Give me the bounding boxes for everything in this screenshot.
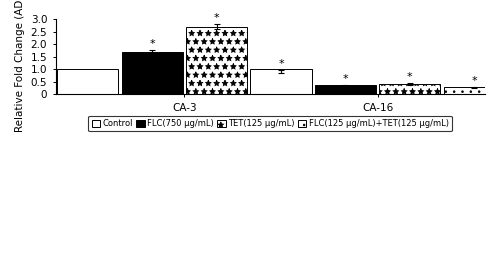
Text: *: * <box>278 59 284 69</box>
Text: *: * <box>150 39 155 49</box>
Y-axis label: Relative Fold Change (ADH1): Relative Fold Change (ADH1) <box>15 0 25 132</box>
Bar <box>444 87 500 94</box>
Bar <box>250 69 312 94</box>
Text: *: * <box>472 76 477 86</box>
Bar <box>186 26 247 94</box>
Text: *: * <box>407 72 412 82</box>
Bar <box>315 85 376 94</box>
Bar <box>57 69 118 94</box>
Bar <box>250 72 312 94</box>
Text: *: * <box>214 13 220 23</box>
Legend: Control, FLC(750 μg/mL), TET(125 μg/mL), FLC(125 μg/mL)+TET(125 μg/mL): Control, FLC(750 μg/mL), TET(125 μg/mL),… <box>88 116 452 131</box>
Text: *: * <box>342 74 348 84</box>
Bar <box>122 52 182 94</box>
Bar <box>379 84 440 94</box>
